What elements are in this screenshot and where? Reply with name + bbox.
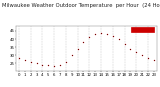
Text: Milwaukee Weather Outdoor Temperature  per Hour  (24 Hours): Milwaukee Weather Outdoor Temperature pe…: [2, 3, 160, 8]
Bar: [132, 27, 154, 32]
